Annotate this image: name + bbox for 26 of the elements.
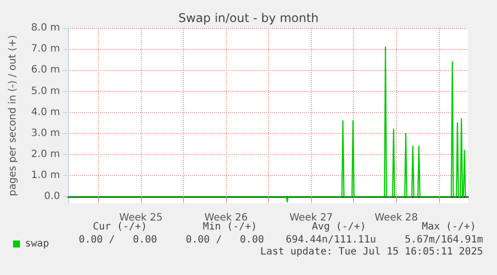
chart-title: Swap in/out - by month [178,11,319,25]
y-tick-label: 0.0 [44,191,60,202]
text: Avg (-/+) [312,222,366,232]
y-tick-label: 1.0 m [31,170,60,182]
y-tick-label: 7.0 m [31,44,60,55]
y-tick-label: 8.0 m [31,22,60,34]
legend-label: swap [25,238,50,250]
y-tick-label: 6.0 m [31,64,60,76]
text: 0.00 / 0.00 [186,234,264,246]
y-tick-label: 5.0 m [31,86,60,97]
x-tick-label: Week 28 [374,212,418,224]
text: Min (-/+) [202,222,257,232]
y-axis-title: pages per second in (-) / out (+) [8,34,18,196]
text: Last update: Tue Jul 15 16:05:11 2025 [260,246,483,258]
x-tick-label: Week 27 [290,212,333,224]
text: 694.44n/111.11u [286,234,376,246]
text: 5.67m/164.91m [404,234,483,246]
text: Max (-/+) [422,222,476,232]
x-tick-label: Week 25 [119,212,163,224]
line-series [67,46,469,203]
text: Cur (-/+) [92,222,147,232]
text: 0.00 / 0.00 [78,234,157,246]
x-tick-label: Week 26 [204,212,248,224]
y-tick-label: 4.0 m [31,106,60,118]
y-tick-label: 3.0 m [31,128,60,139]
y-tick-label: 2.0 m [31,149,60,160]
